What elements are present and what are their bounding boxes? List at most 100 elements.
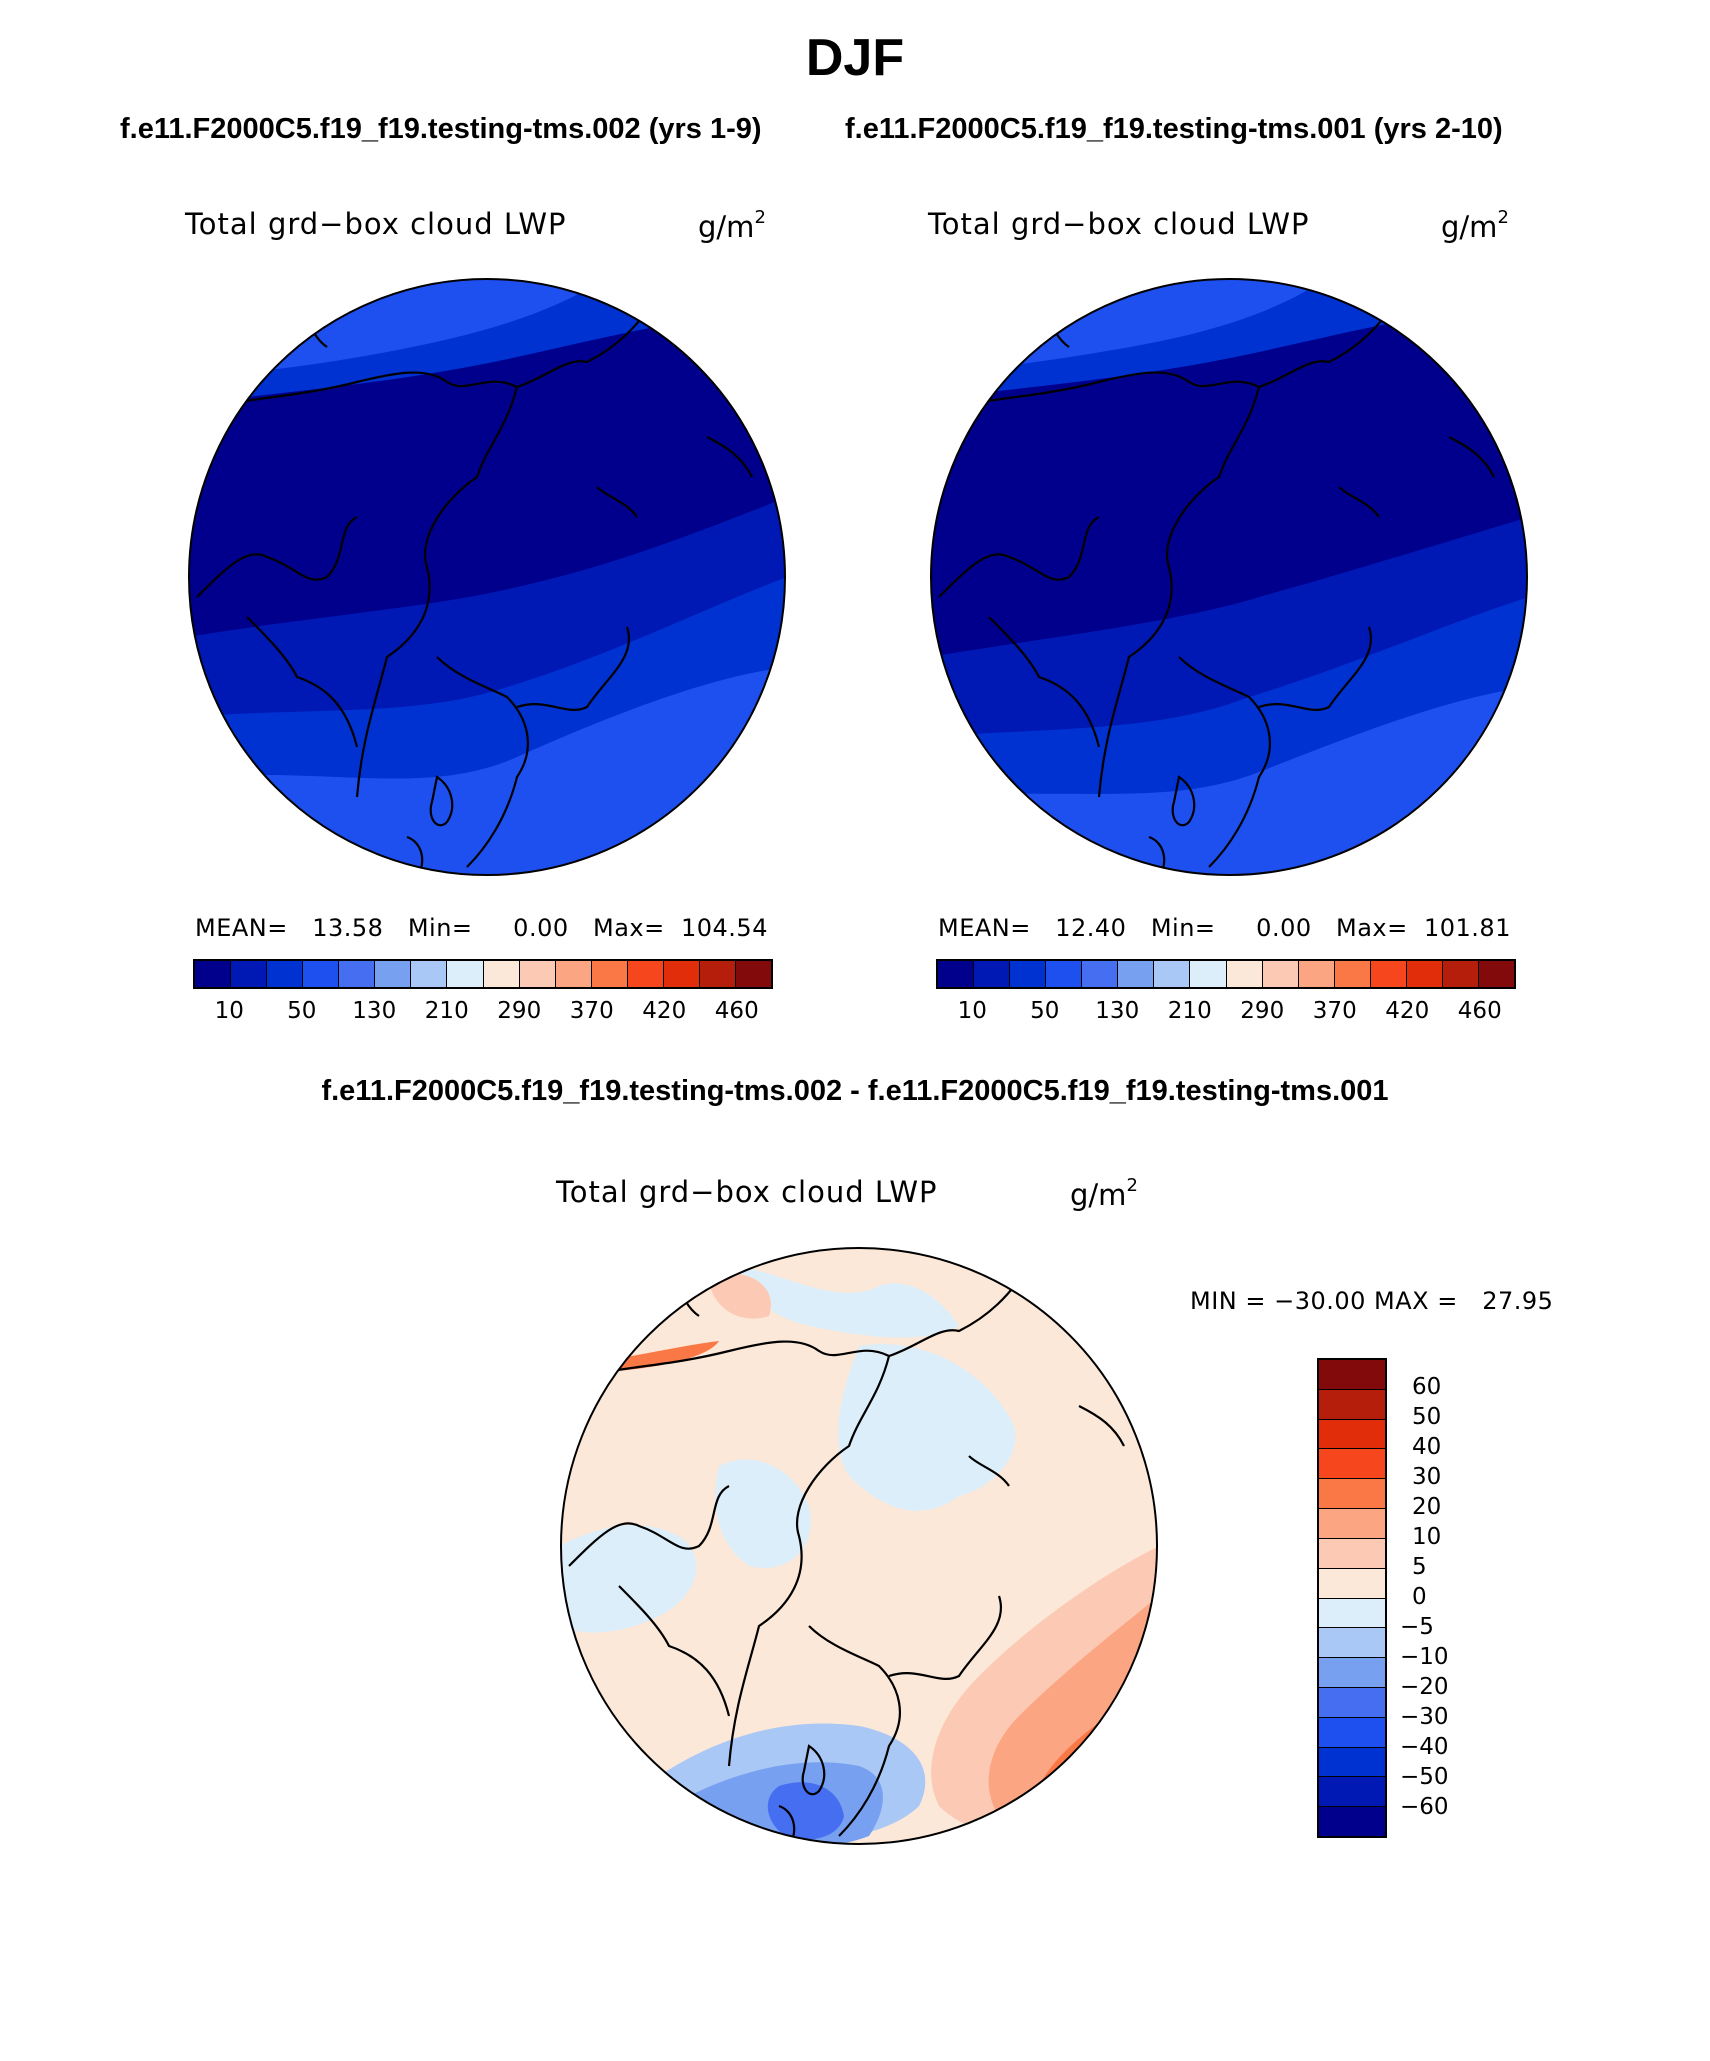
colorbar-label: 420 (1385, 998, 1430, 1024)
colorbar-label: −50 (1400, 1764, 1449, 1790)
diff-pale-blue-central (715, 1459, 811, 1568)
colorbar-swatch (1190, 961, 1227, 987)
colorbar-swatch (1319, 1687, 1385, 1718)
panel1-polar-map (188, 278, 786, 876)
colorbar-label: 420 (642, 998, 687, 1024)
colorbar-swatch (1319, 1807, 1385, 1836)
colorbar-label: −60 (1400, 1794, 1449, 1820)
colorbar-swatch (1154, 961, 1191, 987)
diff-units: g/m2 (1070, 1175, 1138, 1212)
colorbar-swatch (1319, 1747, 1385, 1778)
panel1-lwp-band-light (189, 667, 785, 875)
colorbar-swatch (231, 961, 268, 987)
colorbar-swatch (447, 961, 484, 987)
colorbar-swatch (1319, 1777, 1385, 1808)
colorbar-label: 210 (1167, 998, 1212, 1024)
diff-pale-blue-pacific (739, 1266, 959, 1338)
colorbar-label: 210 (424, 998, 469, 1024)
colorbar-swatch (1118, 961, 1155, 987)
diff-blue-atlantic-3 (767, 1782, 844, 1840)
figure-title: DJF (805, 29, 905, 87)
colorbar-swatch (1010, 961, 1047, 987)
panel1-units: g/m2 (698, 207, 766, 244)
diff-red-north-patch (709, 1273, 771, 1319)
colorbar-label: 370 (569, 998, 614, 1024)
colorbar-swatch (663, 961, 700, 987)
diff-stats: MIN = −30.00 MAX = 27.95 (1190, 1287, 1554, 1315)
panel1-colorbar-labels: 10 50 130 210 290 370 420 460 (193, 998, 773, 1028)
diff-colorbar-labels: 60 50 40 30 20 10 5 0 −5 −10 −20 −30 −40 −50 −60 (1400, 1358, 1480, 1838)
colorbar-swatch (303, 961, 340, 987)
diff-pale-blue-arctic (838, 1344, 1016, 1511)
colorbar-swatch (339, 961, 376, 987)
panel1-colorbar (193, 959, 773, 989)
colorbar-label: 40 (1412, 1434, 1442, 1460)
colorbar-swatch (1334, 961, 1371, 987)
colorbar-swatch (555, 961, 592, 987)
colorbar-label: −5 (1400, 1614, 1434, 1640)
colorbar-label: 30 (1412, 1464, 1442, 1490)
diff-polar-map (560, 1247, 1158, 1845)
colorbar-swatch (627, 961, 664, 987)
colorbar-swatch (195, 961, 232, 987)
panel1-coastlines (196, 296, 753, 875)
panel2-lwp-band-light (931, 687, 1527, 875)
panel1-map-border (188, 278, 786, 876)
colorbar-label: 460 (1457, 998, 1502, 1024)
colorbar-swatch (1319, 1509, 1385, 1539)
colorbar-swatch (1046, 961, 1083, 987)
colorbar-swatch (1370, 961, 1407, 987)
colorbar-swatch (591, 961, 628, 987)
colorbar-label: 130 (1095, 998, 1140, 1024)
panel2-units: g/m2 (1441, 207, 1509, 244)
diff-pale-blue-west (561, 1525, 697, 1633)
panel2-map-border (930, 278, 1528, 876)
colorbar-label: 50 (1030, 998, 1060, 1024)
colorbar-swatch (1319, 1628, 1385, 1659)
colorbar-label: 10 (214, 998, 244, 1024)
panel2-stats: MEAN= 12.40 Min= 0.00 Max= 101.81 (938, 914, 1511, 942)
colorbar-swatch (1319, 1449, 1385, 1480)
panel2-variable-title: Total grd−box cloud LWP (928, 207, 1310, 241)
colorbar-swatch (1262, 961, 1299, 987)
colorbar-label: −30 (1400, 1704, 1449, 1730)
colorbar-label: −20 (1400, 1674, 1449, 1700)
case1-title: f.e11.F2000C5.f19_f19.testing-tms.002 (y… (120, 113, 762, 145)
case2-title: f.e11.F2000C5.f19_f19.testing-tms.001 (y… (845, 113, 1503, 145)
panel1-stats: MEAN= 13.58 Min= 0.00 Max= 104.54 (195, 914, 768, 942)
diff-variable-title: Total grd−box cloud LWP (556, 1175, 938, 1209)
panel2-coastlines (938, 296, 1495, 875)
colorbar-swatch (411, 961, 448, 987)
colorbar-swatch (483, 961, 520, 987)
colorbar-swatch (938, 961, 975, 987)
colorbar-label: 130 (352, 998, 397, 1024)
colorbar-swatch (1298, 961, 1335, 987)
colorbar-swatch (735, 961, 771, 987)
colorbar-label: 20 (1412, 1494, 1442, 1520)
colorbar-swatch (1478, 961, 1514, 987)
panel2-colorbar (936, 959, 1516, 989)
colorbar-swatch (1319, 1360, 1385, 1390)
colorbar-swatch (1082, 961, 1119, 987)
colorbar-swatch (1319, 1538, 1385, 1569)
colorbar-swatch (1319, 1419, 1385, 1450)
diff-map-border (560, 1247, 1158, 1845)
colorbar-label: 10 (957, 998, 987, 1024)
colorbar-label: 60 (1412, 1374, 1442, 1400)
colorbar-swatch (267, 961, 304, 987)
colorbar-swatch (1319, 1717, 1385, 1748)
colorbar-label: 290 (497, 998, 542, 1024)
colorbar-swatch (1319, 1389, 1385, 1420)
colorbar-swatch (1319, 1479, 1385, 1510)
colorbar-swatch (699, 961, 736, 987)
colorbar-swatch (1319, 1598, 1385, 1629)
panel2-colorbar-labels: 10 50 130 210 290 370 420 460 (936, 998, 1516, 1028)
colorbar-swatch (519, 961, 556, 987)
colorbar-label: 5 (1412, 1554, 1427, 1580)
panel2-polar-map (930, 278, 1528, 876)
colorbar-label: 10 (1412, 1524, 1442, 1550)
diff-red-pacific (599, 1341, 719, 1371)
colorbar-label: 50 (287, 998, 317, 1024)
colorbar-label: −40 (1400, 1734, 1449, 1760)
colorbar-label: 460 (714, 998, 759, 1024)
